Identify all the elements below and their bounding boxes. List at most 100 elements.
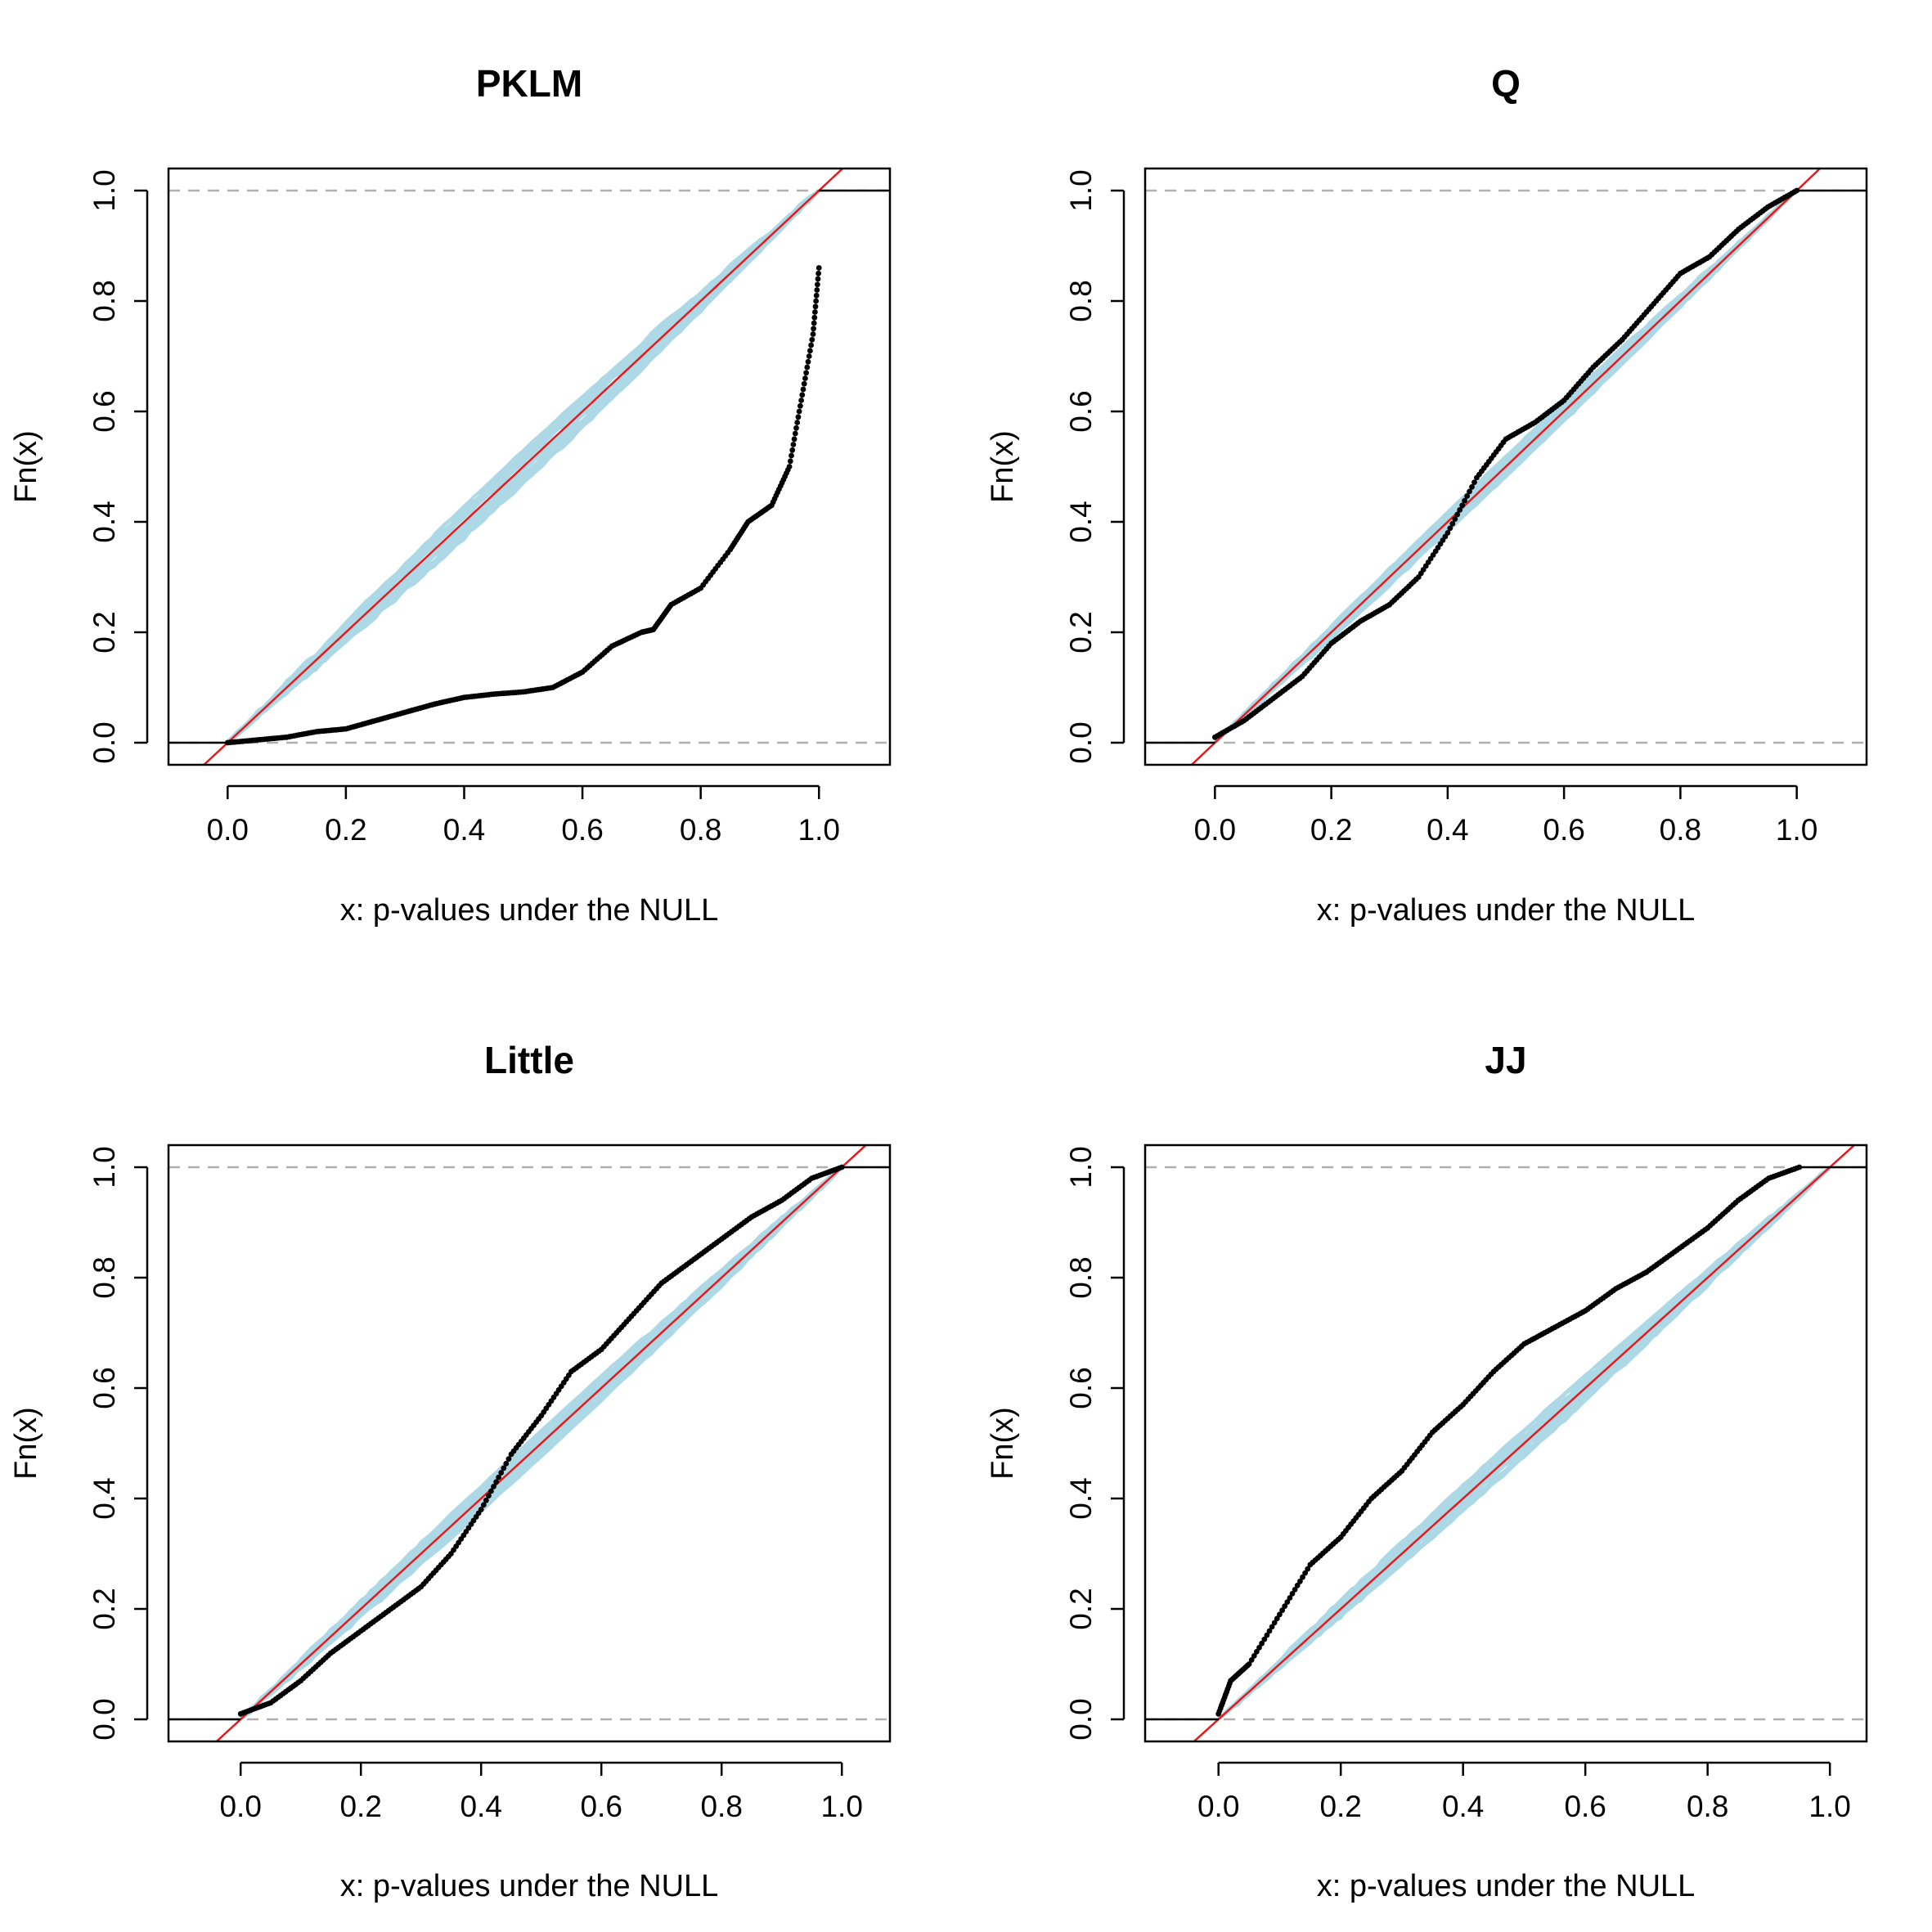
y-tick-label: 0.6 <box>88 1367 121 1409</box>
observed-ecdf-point <box>501 1465 507 1471</box>
y-tick-label: 1.0 <box>1064 169 1098 211</box>
simulated-ecdf-line <box>227 189 820 744</box>
plot-frame <box>167 167 892 766</box>
panel-title: JJ <box>1485 1039 1526 1081</box>
observed-ecdf-point <box>811 320 817 326</box>
plot-frame <box>1143 1143 1868 1743</box>
observed-ecdf-point <box>488 1488 494 1494</box>
observed-ecdf-point <box>813 292 820 299</box>
x-tick-label: 0.2 <box>1310 813 1352 847</box>
y-tick-label: 0.8 <box>88 1256 121 1298</box>
observed-ecdf-point <box>811 326 816 332</box>
observed-ecdf-point <box>808 342 814 348</box>
x-tick-label: 0.4 <box>460 1790 501 1823</box>
y-tick-label: 0.2 <box>88 611 121 653</box>
observed-ecdf-point <box>1279 1607 1285 1614</box>
x-axis-label: x: p-values under the NULL <box>340 893 719 928</box>
observed-ecdf-point <box>815 265 822 271</box>
y-tick-label: 1.0 <box>88 1146 121 1188</box>
x-axis-label: x: p-values under the NULL <box>340 1869 719 1903</box>
observed-ecdf-point <box>1248 1657 1255 1663</box>
observed-ecdf-point <box>799 392 806 398</box>
y-axis-label: Fn(x) <box>9 1407 43 1480</box>
y-axis-label: Fn(x) <box>986 1407 1020 1480</box>
observed-ecdf-point <box>1251 1653 1257 1659</box>
x-tick-label: 0.4 <box>1442 1790 1484 1823</box>
observed-ecdf-point <box>1277 1611 1283 1618</box>
observed-ecdf-point <box>480 1502 487 1508</box>
x-tick-label: 0.6 <box>1564 1790 1606 1823</box>
observed-ecdf-point <box>789 447 796 453</box>
simulated-ecdf-line <box>1214 189 1798 744</box>
observed-ecdf-point <box>789 452 794 459</box>
observed-ecdf-point <box>1462 497 1467 504</box>
simulated-ecdf-line <box>240 1167 843 1721</box>
observed-ecdf-point <box>1464 493 1470 499</box>
observed-ecdf-point <box>1294 1582 1301 1588</box>
plot-area <box>168 168 890 765</box>
panel-title: Little <box>484 1039 574 1081</box>
observed-ecdf-point <box>798 402 803 409</box>
observed-ecdf-point <box>787 458 793 465</box>
simulated-ecdf-line <box>240 1166 843 1720</box>
observed-ecdf-point <box>1297 1578 1303 1584</box>
observed-ecdf-point <box>815 281 820 288</box>
observed-ecdf-point <box>478 1507 484 1512</box>
observed-ecdf-point <box>491 1484 496 1489</box>
plot-frame <box>167 1143 892 1743</box>
observed-ecdf-point <box>803 370 809 376</box>
observed-ecdf-point <box>1305 1566 1311 1572</box>
observed-ecdf-point <box>791 436 798 443</box>
y-tick-label: 0.8 <box>88 280 121 321</box>
plot-frame <box>1143 167 1868 766</box>
y-tick-label: 0.4 <box>1064 501 1098 542</box>
observed-ecdf-point <box>1449 520 1456 527</box>
observed-ecdf-point <box>1302 1570 1308 1576</box>
y-axis-label: Fn(x) <box>9 430 43 503</box>
y-tick-label: 0.6 <box>88 390 121 432</box>
observed-ecdf-point <box>1454 511 1461 518</box>
simulated-ecdf-line <box>1217 1166 1831 1721</box>
panel-title: PKLM <box>476 62 582 105</box>
observed-ecdf-point <box>1459 502 1466 509</box>
y-tick-label: 1.0 <box>88 169 121 211</box>
diagonal-reference-line <box>202 168 844 765</box>
x-tick-label: 1.0 <box>820 1790 862 1823</box>
plot-area <box>168 1145 890 1741</box>
simulated-ecdf-line <box>1217 1166 1831 1721</box>
observed-ecdf-point <box>1469 483 1475 490</box>
x-tick-label: 0.6 <box>561 813 603 847</box>
panel-0: 0.0 0.2 0.4 0.6 0.8 1.0 0.0 0.2 0.4 0.6 0.8 1.0 PKLM… <box>9 62 892 928</box>
observed-ecdf-point <box>496 1474 501 1480</box>
x-tick-label: 0.6 <box>1543 813 1584 847</box>
y-tick-label: 0.2 <box>1064 1588 1098 1629</box>
diagonal-reference-line <box>1190 168 1822 765</box>
diagonal-reference-line <box>1192 1145 1856 1741</box>
x-axis-label: x: p-values under the NULL <box>1317 893 1696 928</box>
y-tick-label: 0.0 <box>1064 721 1098 763</box>
x-tick-label: 0.0 <box>1194 813 1236 847</box>
y-tick-label: 0.6 <box>1064 1367 1098 1409</box>
observed-ecdf-point <box>1284 1599 1291 1605</box>
observed-ecdf-point <box>1287 1595 1293 1601</box>
y-tick-label: 0.8 <box>1064 1256 1098 1298</box>
observed-ecdf-point <box>1447 525 1453 532</box>
y-tick-label: 0.2 <box>88 1588 121 1629</box>
plot-area <box>1145 1145 1867 1741</box>
observed-ecdf-point <box>1271 1620 1278 1626</box>
observed-ecdf-point <box>1259 1640 1265 1647</box>
observed-ecdf-point <box>810 331 816 337</box>
diagonal-reference-line <box>214 1145 868 1741</box>
observed-ecdf-point <box>793 425 799 431</box>
x-tick-label: 0.0 <box>207 813 249 847</box>
observed-ecdf-point <box>1266 1628 1273 1634</box>
y-tick-label: 0.4 <box>1064 1477 1098 1519</box>
x-tick-label: 1.0 <box>1776 813 1817 847</box>
observed-ecdf-point <box>812 303 819 310</box>
observed-ecdf-point <box>1457 507 1463 513</box>
observed-ecdf-point <box>802 375 808 381</box>
x-tick-label: 0.8 <box>680 813 721 847</box>
observed-ecdf-point <box>1794 187 1800 194</box>
observed-ecdf-point <box>815 270 821 276</box>
